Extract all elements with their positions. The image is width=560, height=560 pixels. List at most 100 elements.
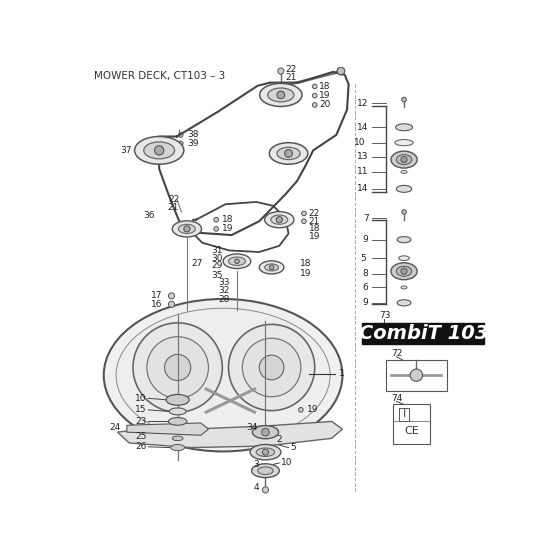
Text: 5: 5 bbox=[290, 443, 296, 452]
Text: 18: 18 bbox=[300, 259, 311, 268]
Circle shape bbox=[269, 265, 274, 270]
Ellipse shape bbox=[269, 143, 308, 164]
Text: 29: 29 bbox=[211, 262, 222, 270]
Text: 19: 19 bbox=[307, 405, 319, 414]
Text: 22: 22 bbox=[168, 195, 179, 204]
Circle shape bbox=[298, 408, 303, 412]
Circle shape bbox=[147, 337, 208, 398]
Ellipse shape bbox=[271, 215, 288, 224]
Circle shape bbox=[401, 268, 407, 274]
Text: MOWER DECK, CT103 – 3: MOWER DECK, CT103 – 3 bbox=[94, 71, 226, 81]
Text: 1: 1 bbox=[339, 369, 344, 378]
Circle shape bbox=[235, 259, 239, 264]
Ellipse shape bbox=[397, 236, 411, 242]
Circle shape bbox=[155, 146, 164, 155]
Circle shape bbox=[262, 428, 269, 436]
Text: 22: 22 bbox=[309, 209, 320, 218]
Text: 19: 19 bbox=[319, 91, 331, 100]
Text: 73: 73 bbox=[380, 311, 391, 320]
Ellipse shape bbox=[401, 286, 407, 289]
Ellipse shape bbox=[169, 418, 187, 425]
Text: 26: 26 bbox=[136, 442, 147, 451]
Text: 72: 72 bbox=[391, 349, 402, 358]
Text: 31: 31 bbox=[211, 246, 222, 255]
Text: 19: 19 bbox=[300, 269, 311, 278]
Text: 18: 18 bbox=[309, 225, 320, 234]
Text: 27: 27 bbox=[191, 259, 202, 268]
Text: 5: 5 bbox=[360, 254, 366, 263]
Ellipse shape bbox=[144, 142, 175, 159]
Ellipse shape bbox=[395, 139, 413, 146]
Ellipse shape bbox=[172, 436, 183, 441]
Ellipse shape bbox=[396, 185, 412, 192]
Circle shape bbox=[277, 91, 284, 99]
Ellipse shape bbox=[396, 155, 412, 165]
Ellipse shape bbox=[223, 254, 251, 269]
Text: I: I bbox=[403, 409, 405, 419]
Text: 20: 20 bbox=[319, 100, 331, 109]
Circle shape bbox=[278, 68, 284, 74]
Circle shape bbox=[214, 227, 218, 231]
Bar bbox=[362, 323, 484, 344]
Ellipse shape bbox=[401, 170, 407, 174]
Circle shape bbox=[302, 211, 306, 216]
Text: 16: 16 bbox=[151, 300, 162, 309]
Ellipse shape bbox=[260, 83, 302, 106]
Text: CE: CE bbox=[404, 426, 419, 436]
Text: 25: 25 bbox=[136, 432, 147, 441]
Text: 21: 21 bbox=[286, 73, 297, 82]
Circle shape bbox=[259, 355, 284, 380]
Circle shape bbox=[262, 487, 268, 493]
Circle shape bbox=[169, 301, 175, 307]
Text: 33: 33 bbox=[218, 278, 230, 287]
Text: 14: 14 bbox=[357, 184, 368, 193]
Text: 19: 19 bbox=[222, 225, 233, 234]
Ellipse shape bbox=[172, 221, 202, 237]
Text: 4: 4 bbox=[254, 483, 259, 492]
Ellipse shape bbox=[391, 151, 417, 168]
Text: 22: 22 bbox=[286, 65, 297, 74]
Ellipse shape bbox=[268, 88, 294, 102]
Text: 14: 14 bbox=[357, 123, 368, 132]
Text: 19: 19 bbox=[309, 232, 320, 241]
Text: 10: 10 bbox=[136, 394, 147, 403]
Ellipse shape bbox=[397, 300, 411, 306]
Circle shape bbox=[169, 293, 175, 299]
Bar bbox=[399, 408, 409, 421]
Text: 13: 13 bbox=[357, 152, 368, 161]
Ellipse shape bbox=[265, 264, 278, 271]
Ellipse shape bbox=[259, 261, 284, 274]
Circle shape bbox=[402, 209, 407, 214]
Ellipse shape bbox=[256, 448, 274, 456]
Text: 18: 18 bbox=[222, 215, 233, 224]
Ellipse shape bbox=[134, 137, 184, 164]
Circle shape bbox=[276, 217, 282, 223]
Text: 10: 10 bbox=[281, 459, 292, 468]
Text: 37: 37 bbox=[120, 146, 132, 155]
Circle shape bbox=[214, 217, 218, 222]
Circle shape bbox=[312, 102, 317, 108]
Circle shape bbox=[312, 94, 317, 98]
Circle shape bbox=[133, 323, 222, 412]
Circle shape bbox=[312, 84, 317, 88]
Circle shape bbox=[401, 156, 407, 162]
Ellipse shape bbox=[250, 445, 281, 460]
Bar bbox=[393, 404, 430, 445]
Text: 15: 15 bbox=[136, 405, 147, 414]
Text: 11: 11 bbox=[357, 167, 368, 176]
Ellipse shape bbox=[258, 467, 273, 474]
Ellipse shape bbox=[179, 224, 195, 234]
Ellipse shape bbox=[228, 257, 245, 265]
Ellipse shape bbox=[104, 299, 342, 451]
Ellipse shape bbox=[277, 147, 300, 160]
Ellipse shape bbox=[391, 263, 417, 280]
Ellipse shape bbox=[171, 445, 185, 451]
Bar bbox=[385, 360, 447, 391]
Text: 10: 10 bbox=[354, 138, 366, 147]
Ellipse shape bbox=[166, 394, 189, 405]
Text: 9: 9 bbox=[363, 298, 368, 307]
Polygon shape bbox=[127, 423, 208, 435]
Circle shape bbox=[302, 219, 306, 223]
Text: 7: 7 bbox=[363, 213, 368, 223]
Circle shape bbox=[179, 141, 183, 146]
